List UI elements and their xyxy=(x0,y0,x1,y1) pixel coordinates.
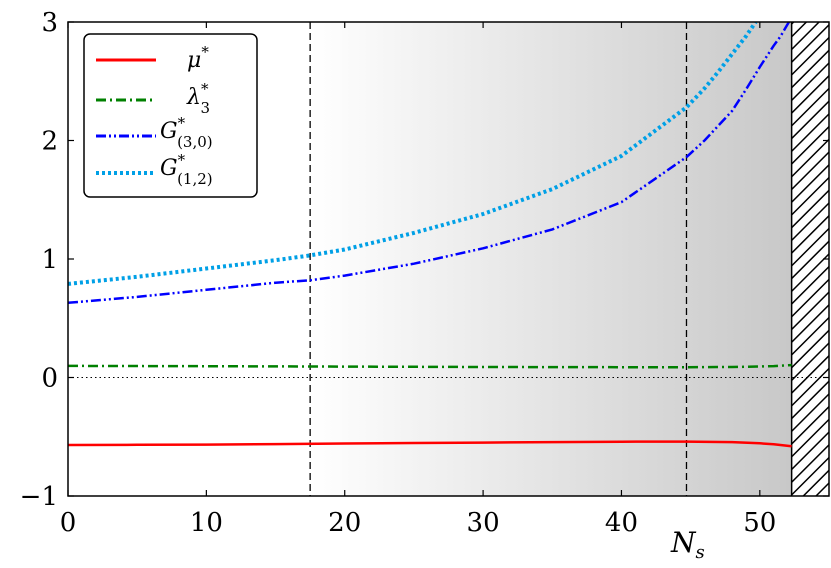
x-tick-label: 20 xyxy=(328,508,361,538)
y-tick-label: 3 xyxy=(41,8,58,38)
series-line-2 xyxy=(68,363,792,369)
x-tick-label: 40 xyxy=(605,508,638,538)
shaded-region xyxy=(310,22,792,496)
y-tick-label: −1 xyxy=(20,482,58,512)
legend-box xyxy=(83,33,258,198)
y-tick-label: 1 xyxy=(41,245,58,275)
x-tick-label: 50 xyxy=(743,508,776,538)
series-line-1 xyxy=(68,440,792,448)
x-axis-label: Ns xyxy=(670,526,705,563)
x-tick-label: 30 xyxy=(467,508,500,538)
legend: μ* λ* 3 G* (3,0) G* (1,2) xyxy=(83,33,258,198)
legend-label-lambda3: λ* 3 xyxy=(186,80,210,117)
legend-label-g12: G* (1,2) xyxy=(160,151,213,188)
x-tick-label: 10 xyxy=(190,508,223,538)
series-line-4 xyxy=(68,22,758,286)
legend-label-mu: μ* xyxy=(187,43,209,73)
hatched-region xyxy=(791,22,829,496)
background-layer xyxy=(68,22,829,496)
y-tick-label: 2 xyxy=(41,127,58,157)
x-tick-label: 0 xyxy=(60,508,77,538)
y-tick-label: 0 xyxy=(41,364,58,394)
series-line-3 xyxy=(68,22,790,305)
series-layer xyxy=(68,22,792,448)
legend-label-g30: G* (3,0) xyxy=(160,114,213,151)
